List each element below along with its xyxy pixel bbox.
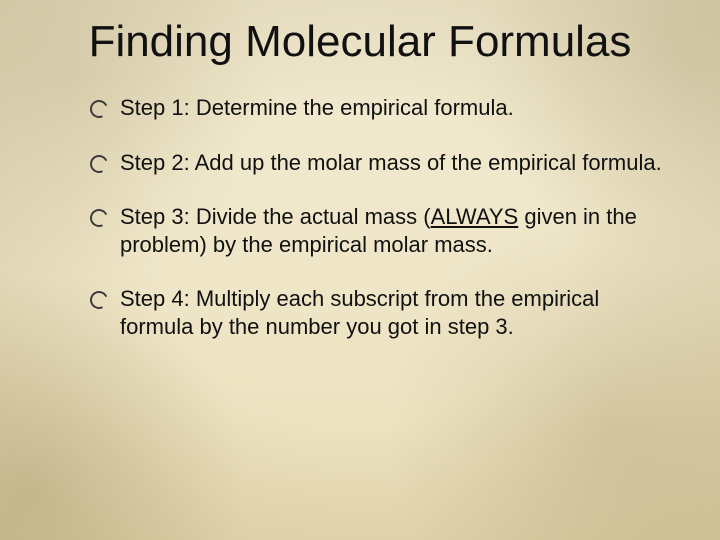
slide: Finding Molecular Formulas Step 1: Deter…: [0, 0, 720, 540]
slide-title: Finding Molecular Formulas: [50, 18, 670, 66]
step-label: Step 2:: [120, 150, 190, 175]
list-item: Step 1: Determine the empirical formula.: [94, 94, 670, 122]
step-label: Step 4:: [120, 286, 190, 311]
step-text: Add up the molar mass of the empirical f…: [190, 150, 662, 175]
step-label: Step 1:: [120, 95, 190, 120]
list-item: Step 2: Add up the molar mass of the emp…: [94, 149, 670, 177]
list-item: Step 4: Multiply each subscript from the…: [94, 285, 670, 341]
step-text-underline: ALWAYS: [431, 204, 519, 229]
step-label: Step 3:: [120, 204, 190, 229]
list-item: Step 3: Divide the actual mass (ALWAYS g…: [94, 203, 670, 259]
step-text: Determine the empirical formula.: [190, 95, 514, 120]
step-text-pre: Divide the actual mass (: [190, 204, 431, 229]
bullet-list: Step 1: Determine the empirical formula.…: [50, 94, 670, 341]
step-text: Multiply each subscript from the empiric…: [120, 286, 599, 339]
